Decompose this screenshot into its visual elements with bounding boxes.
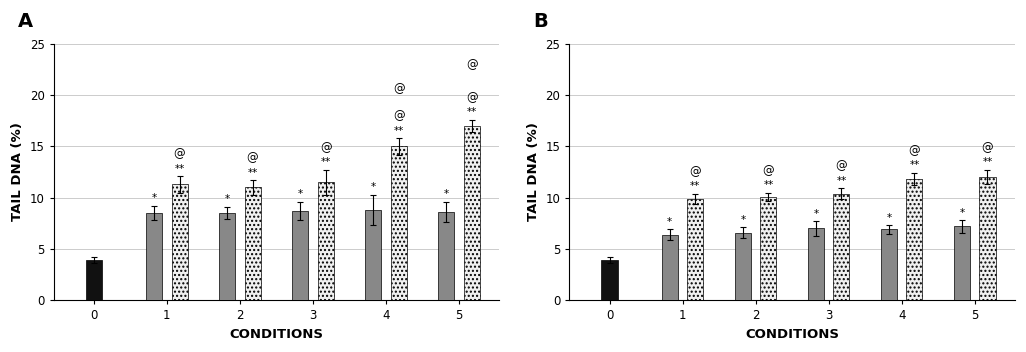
Bar [662,234,678,300]
Text: @: @ [762,164,775,177]
Bar [171,184,188,300]
Bar [86,260,102,300]
Text: @: @ [909,144,920,157]
Bar [292,211,308,300]
Text: **: ** [394,126,404,136]
Bar [438,212,455,300]
Bar [244,187,261,300]
Bar [980,177,995,300]
Text: B: B [534,12,549,31]
Bar [687,199,704,300]
Text: *: * [667,217,672,227]
Text: *: * [814,209,819,219]
Bar [760,197,777,300]
Text: *: * [886,213,892,223]
X-axis label: CONDITIONS: CONDITIONS [745,328,839,341]
Text: @: @ [835,159,847,172]
Text: @: @ [689,165,701,178]
Text: *: * [959,208,964,218]
Bar [833,194,850,300]
Text: *: * [298,189,303,199]
Text: A: A [17,12,33,31]
Text: *: * [370,182,376,192]
Text: *: * [152,193,157,203]
Text: **: ** [763,180,774,190]
Bar [954,226,970,300]
Text: *: * [443,189,448,199]
Bar [391,146,406,300]
Bar [365,210,381,300]
Bar [219,213,235,300]
Text: **: ** [909,161,919,170]
Bar [906,179,922,300]
Text: **: ** [320,157,330,167]
Bar [601,260,618,300]
Text: @: @ [173,147,186,160]
Text: *: * [225,194,230,204]
Text: **: ** [247,168,258,178]
Text: @: @ [320,141,331,154]
Text: **: ** [174,164,185,174]
Bar [464,126,480,300]
Text: @: @ [466,91,477,104]
Bar [735,233,751,300]
Text: @: @ [982,141,993,154]
Text: @: @ [466,58,477,71]
Text: **: ** [982,157,992,167]
Bar [318,182,333,300]
Text: **: ** [836,176,846,186]
Text: @: @ [393,109,404,122]
Y-axis label: TAIL DNA (%): TAIL DNA (%) [527,122,540,221]
Y-axis label: TAIL DNA (%): TAIL DNA (%) [11,122,25,221]
Text: *: * [740,215,745,225]
Bar [881,230,897,300]
Text: @: @ [246,151,259,164]
Text: @: @ [393,82,404,95]
Bar [807,228,824,300]
Text: **: ** [467,107,477,117]
Text: **: ** [690,181,701,191]
Bar [146,213,162,300]
X-axis label: CONDITIONS: CONDITIONS [230,328,323,341]
